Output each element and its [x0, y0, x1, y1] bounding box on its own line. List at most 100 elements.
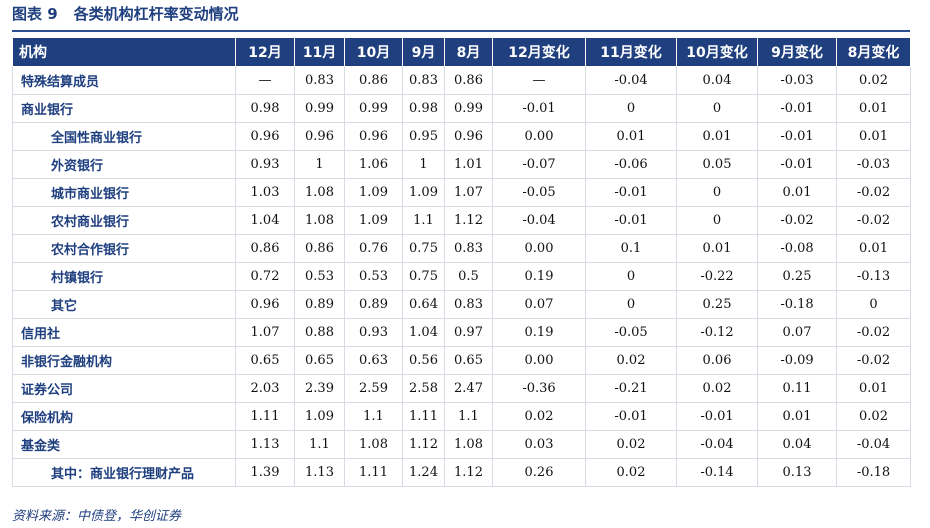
table-cell: 1.09 [344, 178, 403, 207]
institution-name: 外资银行 [12, 150, 236, 179]
table-cell: 0.83 [294, 66, 345, 95]
table-cell: 1.08 [294, 206, 345, 235]
institution-name: 信用社 [12, 318, 236, 347]
table-cell: 1.08 [344, 430, 403, 459]
table-cell: -0.18 [757, 290, 837, 319]
table-cell: 0.99 [294, 94, 345, 123]
title-rule [12, 30, 910, 32]
table-cell: 0.25 [676, 290, 758, 319]
table-cell: -0.01 [757, 94, 837, 123]
table-cell: 1.12 [444, 458, 493, 487]
table-cell: 0.98 [402, 94, 445, 123]
table-cell: 0.07 [757, 318, 837, 347]
table-cell: 0.99 [444, 94, 493, 123]
table-cell: 0.06 [676, 346, 758, 375]
table-cell: 1.09 [402, 178, 445, 207]
institution-name: 基金类 [12, 430, 236, 459]
table-cell: 0.83 [444, 290, 493, 319]
table-cell: -0.03 [757, 66, 837, 95]
table-cell: 0.97 [444, 318, 493, 347]
table-cell: -0.21 [585, 374, 677, 403]
table-row: 特殊结算成员 —0.83 0.86 0.83 0.86— -0.04 0.04 -0.03 0.… [12, 66, 911, 95]
table-cell: 0.02 [585, 458, 677, 487]
table-cell: 1.12 [444, 206, 493, 235]
table-cell: -0.06 [585, 150, 677, 179]
table-cell: 0.11 [757, 374, 837, 403]
institution-name: 村镇银行 [12, 262, 236, 291]
table-cell: 0 [585, 94, 677, 123]
column-header: 11月变化 [585, 37, 677, 67]
table-cell: — [235, 66, 295, 95]
table-cell: 0.72 [235, 262, 295, 291]
table-cell: 2.58 [402, 374, 445, 403]
table-cell: -0.02 [836, 178, 911, 207]
institution-name: 非银行金融机构 [12, 346, 236, 375]
table-cell: 0.88 [294, 318, 345, 347]
table-cell: 0 [836, 290, 911, 319]
table-cell: -0.36 [492, 374, 586, 403]
table-cell: — [492, 66, 586, 95]
table-cell: 0.01 [836, 94, 911, 123]
table-cell: 0.65 [294, 346, 345, 375]
table-cell: -0.02 [836, 346, 911, 375]
table-cell: 0.86 [444, 66, 493, 95]
table-cell: 0 [676, 94, 758, 123]
table-row: 其中：商业银行理财产品 1.39 1.13 1.11 1.24 1.12 0.26 0.02-… [12, 458, 911, 487]
table-cell: -0.18 [836, 458, 911, 487]
table-body: 特殊结算成员 —0.83 0.86 0.83 0.86— -0.04 0.04 -0.03 0.… [12, 66, 911, 487]
table-cell: 0.01 [757, 178, 837, 207]
table-cell: 0.00 [492, 122, 586, 151]
table-cell: 0.83 [402, 66, 445, 95]
table-cell: 0.07 [492, 290, 586, 319]
table-cell: 0 [585, 290, 677, 319]
table-row: 非银行金融机构 0.65 0.65 0.63 0.56 0.65 0.00 0.02 0.06-… [12, 346, 911, 375]
table-cell: 0.75 [402, 234, 445, 263]
column-header: 12月变化 [492, 37, 586, 67]
table-cell: 2.03 [235, 374, 295, 403]
table-cell: 0.64 [402, 290, 445, 319]
table-cell: -0.04 [676, 430, 758, 459]
table-cell: 0.13 [757, 458, 837, 487]
table-cell: 1.13 [235, 430, 295, 459]
table-cell: 0 [585, 262, 677, 291]
column-header: 12月 [235, 37, 295, 67]
table-cell: 1.09 [294, 402, 345, 431]
table-cell: 0.26 [492, 458, 586, 487]
table-cell: 1.11 [344, 458, 403, 487]
institution-name: 全国性商业银行 [12, 122, 236, 151]
table-cell: -0.01 [585, 178, 677, 207]
column-header: 10月 [344, 37, 403, 67]
table-cell: 1.04 [402, 318, 445, 347]
table-cell: -0.01 [585, 402, 677, 431]
column-header: 9月变化 [757, 37, 837, 67]
table-cell: 1.11 [402, 402, 445, 431]
table-row: 城市商业银行 1.03 1.08 1.09 1.09 1.07 -0.05 -0.01 0 0.0… [12, 178, 911, 207]
table-cell: 0.56 [402, 346, 445, 375]
table-cell: 0.76 [344, 234, 403, 263]
figure-title-text: 各类机构杠杆率变动情况 [73, 5, 239, 23]
table-cell: 0.86 [294, 234, 345, 263]
table-cell: -0.05 [492, 178, 586, 207]
table-cell: 0.89 [344, 290, 403, 319]
table-cell: 1 [402, 150, 445, 179]
table-cell: 0.75 [402, 262, 445, 291]
table-row: 村镇银行 0.72 0.53 0.53 0.75 0.5 0.19 0 -0.22 0.25 -0.… [12, 262, 911, 291]
table-cell: -0.01 [585, 206, 677, 235]
table-cell: 0.02 [836, 402, 911, 431]
table-cell: 1.04 [235, 206, 295, 235]
table-cell: 0.63 [344, 346, 403, 375]
table-cell: 1.01 [444, 150, 493, 179]
institution-name: 商业银行 [12, 94, 236, 123]
table-cell: 0.86 [344, 66, 403, 95]
table-cell: 0.65 [235, 346, 295, 375]
header-row: 机构 12月 11月 10月 9月 8月 12月变化 11月变化 10月变化 9月变化 8月变化 [12, 37, 911, 67]
table-cell: 1.11 [235, 402, 295, 431]
table-cell: 0.65 [444, 346, 493, 375]
column-header: 11月 [294, 37, 345, 67]
table-cell: 0 [676, 206, 758, 235]
institution-name: 农村合作银行 [12, 234, 236, 263]
table-row: 基金类 1.13 1.1 1.08 1.12 1.08 0.03 0.02 -0.04 0.04-… [12, 430, 911, 459]
column-header: 10月变化 [676, 37, 758, 67]
table-cell: 0.83 [444, 234, 493, 263]
table-cell: 0.19 [492, 262, 586, 291]
